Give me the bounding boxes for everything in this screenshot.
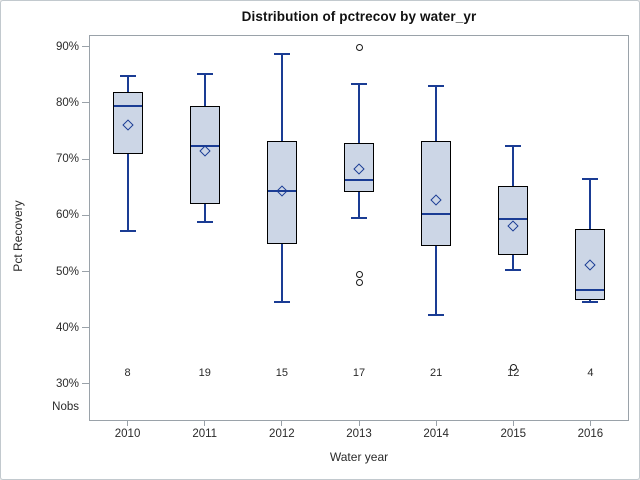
outlier-point (355, 270, 363, 278)
nobs-value-2015: 12 (507, 367, 520, 379)
whisker-line-upper (358, 84, 360, 143)
nobs-value-2013: 17 (352, 367, 366, 379)
whisker-cap-lower (351, 217, 367, 220)
whisker-line-upper (203, 73, 206, 107)
whisker-line-lower (358, 191, 360, 219)
outlier-point (355, 278, 363, 286)
y-tick-mark (82, 46, 89, 48)
y-tick-label: 90% (55, 40, 79, 53)
outlier-point (509, 363, 517, 371)
whisker-cap-lower (582, 300, 599, 303)
x-tick-label-2010: 2010 (114, 428, 141, 440)
x-tick-label-2012: 2012 (269, 428, 295, 440)
whisker-line-upper (280, 53, 283, 142)
nobs-value-2011: 19 (198, 367, 211, 379)
nobs-value-2014: 21 (430, 367, 443, 379)
y-tick-label: 80% (55, 96, 79, 109)
box-body-2010 (112, 92, 143, 155)
nobs-label: Nobs (52, 401, 79, 413)
whisker-cap-lower (428, 314, 445, 317)
whisker-line-lower (126, 154, 129, 231)
y-tick-mark (82, 214, 89, 216)
x-tick-mark (204, 421, 206, 426)
y-tick-label: 60% (55, 209, 79, 222)
y-tick-mark (82, 158, 89, 160)
whisker-cap-lower (196, 221, 213, 224)
x-tick-label-2011: 2011 (192, 428, 218, 440)
x-tick-label-2015: 2015 (500, 428, 527, 440)
y-tick-label: 40% (55, 321, 79, 334)
outlier-point (355, 43, 363, 51)
whisker-line-upper (512, 145, 515, 187)
y-tick-label: 30% (55, 377, 79, 390)
box-body-2014 (421, 141, 452, 247)
y-tick-mark (82, 383, 89, 385)
x-tick-label-2013: 2013 (346, 428, 372, 440)
median-line-2012 (267, 190, 296, 193)
box-body-2011 (189, 106, 220, 204)
x-axis-label: Water year (329, 450, 389, 464)
plot-area (89, 35, 629, 421)
whisker-line-upper (126, 76, 129, 93)
whisker-cap-upper (196, 72, 213, 75)
whisker-line-upper (589, 179, 592, 229)
x-tick-label-2016: 2016 (577, 428, 604, 440)
x-tick-mark (127, 421, 129, 426)
y-tick-mark (82, 327, 89, 329)
y-tick-label: 70% (55, 153, 79, 166)
box-body-2016 (575, 228, 606, 301)
x-tick-label-2014: 2014 (423, 428, 449, 440)
whisker-cap-upper (119, 75, 136, 78)
median-line-2011 (190, 145, 219, 148)
whisker-cap-upper (582, 178, 599, 181)
x-tick-mark (512, 421, 514, 426)
x-tick-mark (589, 421, 591, 426)
box-body-2015 (498, 186, 529, 256)
whisker-cap-upper (505, 144, 522, 147)
whisker-cap-lower (119, 229, 136, 232)
median-line-2010 (113, 105, 142, 108)
y-tick-mark (82, 271, 89, 273)
x-tick-mark (435, 421, 437, 426)
median-line-2016 (576, 289, 605, 292)
nobs-value-2012: 15 (275, 367, 288, 379)
whisker-cap-lower (273, 300, 290, 303)
whisker-line-lower (512, 255, 515, 271)
median-line-2013 (345, 178, 373, 181)
whisker-cap-upper (351, 83, 367, 86)
x-tick-mark (358, 421, 360, 426)
whisker-cap-upper (273, 52, 290, 55)
whisker-line-lower (203, 203, 206, 223)
box-body-2013 (344, 142, 374, 192)
box-body-2012 (266, 141, 297, 244)
whisker-cap-lower (505, 269, 522, 272)
nobs-value-2010: 8 (124, 367, 131, 379)
nobs-value-2016: 4 (587, 367, 594, 379)
whisker-line-lower (435, 246, 438, 316)
y-tick-label: 50% (55, 265, 79, 278)
whisker-line-upper (435, 86, 438, 142)
y-tick-mark (82, 102, 89, 104)
whisker-cap-upper (428, 85, 445, 88)
whisker-line-lower (280, 244, 283, 302)
median-line-2014 (422, 213, 451, 216)
median-line-2015 (499, 217, 528, 220)
chart-title: Distribution of pctrecov by water_yr (241, 9, 477, 24)
x-tick-mark (281, 421, 283, 426)
